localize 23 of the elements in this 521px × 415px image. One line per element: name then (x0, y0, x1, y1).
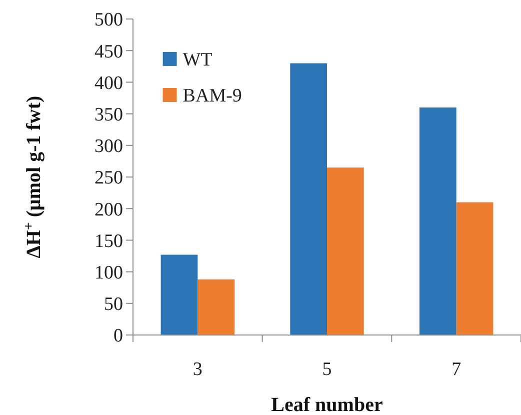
bar (160, 254, 198, 335)
y-tick-label: 0 (114, 326, 123, 347)
y-tick-label: 500 (94, 10, 123, 31)
y-tick-label: 200 (94, 199, 123, 220)
bar (198, 279, 235, 335)
y-tick-label: 250 (94, 168, 123, 189)
x-tick-label: 5 (322, 359, 332, 380)
y-tick-label: 450 (94, 41, 123, 62)
x-axis-title: Leaf number (271, 394, 383, 415)
bar (456, 202, 494, 335)
legend-label: WT (182, 50, 213, 71)
legend-label: BAM-9 (182, 86, 242, 107)
bar (327, 168, 364, 335)
bar (419, 107, 456, 335)
y-tick-label: 300 (94, 136, 123, 158)
y-tick-label: 100 (94, 262, 123, 284)
x-tick-label: 3 (192, 359, 202, 380)
y-tick-label: 150 (94, 230, 123, 252)
x-tick-label: 7 (452, 359, 462, 380)
y-tick-label: 50 (104, 294, 123, 316)
bar (290, 63, 327, 335)
y-tick-label: 400 (94, 72, 123, 94)
y-tick-label: 350 (94, 104, 123, 126)
